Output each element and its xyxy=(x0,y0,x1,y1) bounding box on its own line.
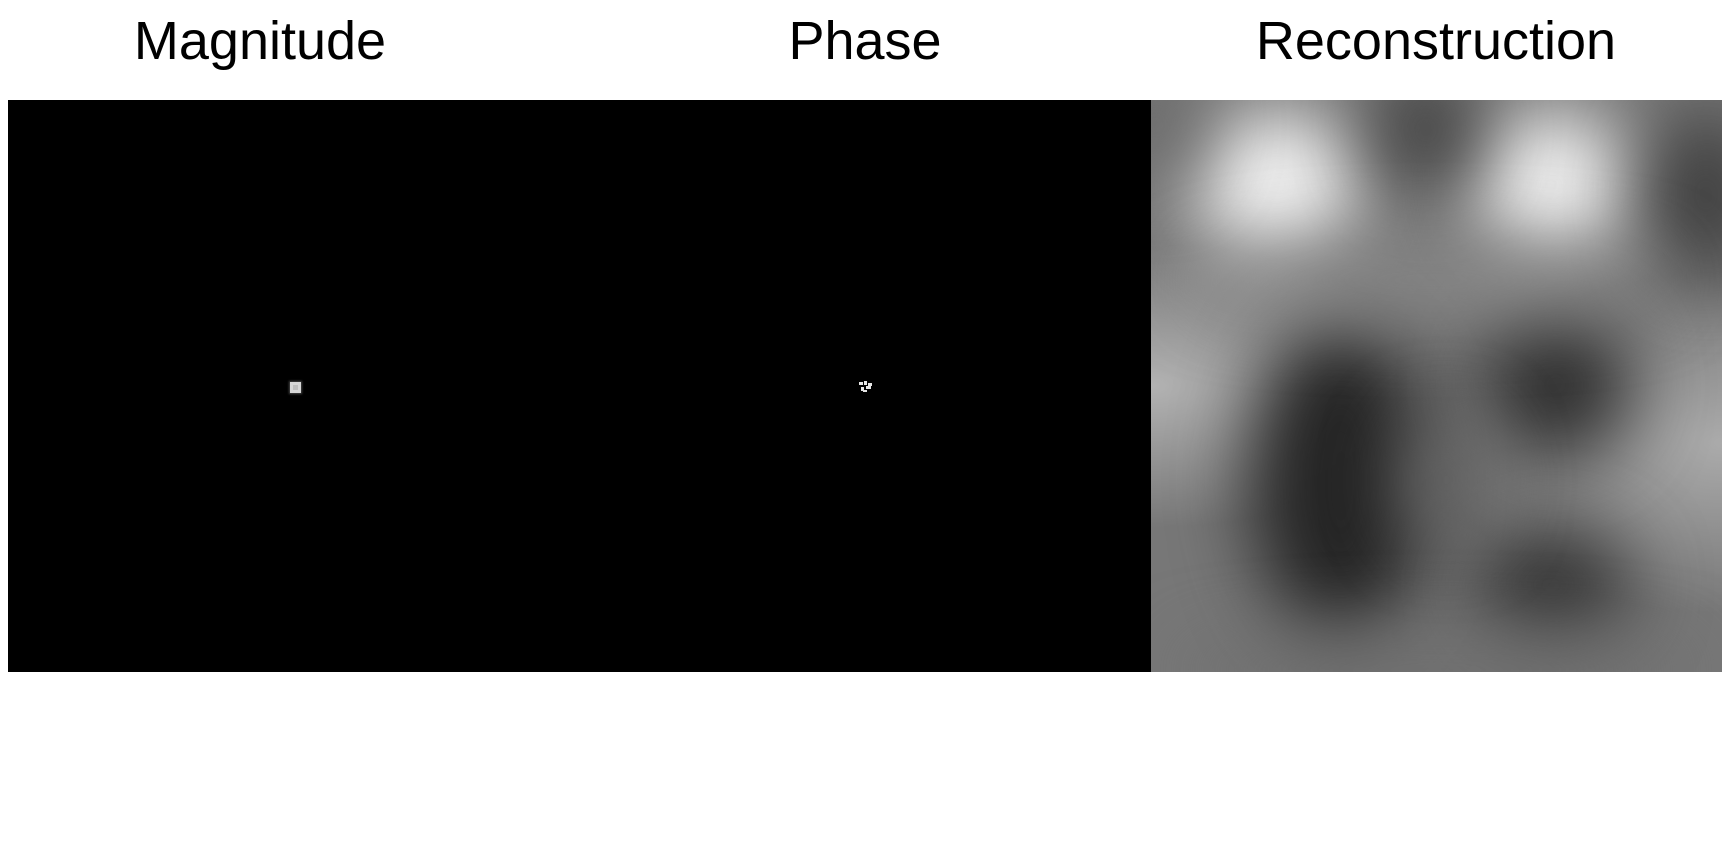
reconstruction-title: Reconstruction xyxy=(1255,11,1617,71)
magnitude-image xyxy=(8,100,579,672)
reconstruction-mid-band xyxy=(1191,250,1671,310)
magnitude-center-point xyxy=(290,382,301,393)
phase-title: Phase xyxy=(788,11,942,71)
reconstruction-image xyxy=(1151,100,1722,672)
reconstruction-bright-blob-left xyxy=(1191,110,1361,260)
magnitude-title: Magnitude xyxy=(133,11,387,71)
reconstruction-bright-blob-right xyxy=(1471,110,1631,260)
phase-center-speckle xyxy=(859,381,873,393)
reconstruction-dark-blob-right-upper xyxy=(1481,310,1631,460)
phase-image xyxy=(579,100,1151,672)
reconstruction-dark-blob-right-lower xyxy=(1471,530,1631,640)
reconstruction-center-grey xyxy=(1401,420,1491,540)
